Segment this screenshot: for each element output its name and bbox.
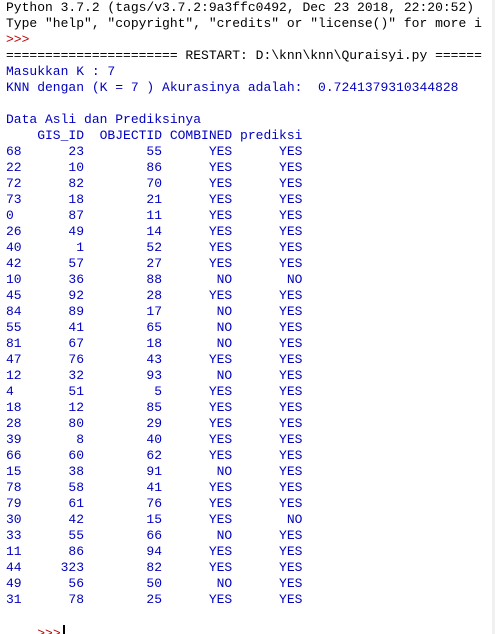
prompt-text: >>> (37, 626, 61, 634)
table-row: 79 61 76 YES YES (6, 496, 303, 511)
table-row: 28 80 29 YES YES (6, 416, 303, 431)
text-cursor (62, 625, 65, 634)
table-row: 40 1 52 YES YES (6, 240, 303, 255)
table-row: 42 57 27 YES YES (6, 256, 303, 271)
table-row: 18 12 85 YES YES (6, 400, 303, 415)
restart-banner: ====================== RESTART: D:\knn\k… (6, 48, 482, 63)
table-row: 68 23 55 YES YES (6, 144, 303, 159)
table-row: 44 323 82 YES YES (6, 560, 303, 575)
table-row: 49 56 50 NO YES (6, 576, 303, 591)
table-row: 31 78 25 YES YES (6, 592, 303, 607)
table-row: 84 89 17 NO YES (6, 304, 303, 319)
table-row: 22 10 86 YES YES (6, 160, 303, 175)
table-row: 81 67 18 NO YES (6, 336, 303, 351)
table-row: 4 51 5 YES YES (6, 384, 303, 399)
table-row: 11 86 94 YES YES (6, 544, 303, 559)
table-row: 73 18 21 YES YES (6, 192, 303, 207)
table-row: 15 38 91 NO YES (6, 464, 303, 479)
table-row: 66 60 62 YES YES (6, 448, 303, 463)
table-title: Data Asli dan Prediksinya (6, 112, 202, 127)
input-k-line: Masukkan K : 7 (6, 64, 116, 79)
table-row: 47 76 43 YES YES (6, 352, 303, 367)
python-version-banner: Python 3.7.2 (tags/v3.7.2:9a3ffc0492, De… (6, 0, 475, 15)
table-row: 10 36 88 NO NO (6, 272, 303, 287)
table-row: 12 32 93 NO YES (6, 368, 303, 383)
table-row: 26 49 14 YES YES (6, 224, 303, 239)
table-row: 0 87 11 YES YES (6, 208, 303, 223)
table-row: 30 42 15 YES NO (6, 512, 303, 527)
shell-prompt: >>> (6, 32, 30, 47)
table-row: 39 8 40 YES YES (6, 432, 303, 447)
table-row: 45 92 28 YES YES (6, 288, 303, 303)
shell-input-prompt[interactable]: >>> (6, 609, 65, 634)
accuracy-line: KNN dengan (K = 7 ) Akurasinya adalah: 0… (6, 80, 459, 95)
vertical-scrollbar[interactable] (492, 0, 495, 634)
help-banner: Type "help", "copyright", "credits" or "… (6, 16, 482, 31)
table-header: GIS_ID OBJECTID COMBINED prediksi (6, 128, 303, 143)
table-row: 72 82 70 YES YES (6, 176, 303, 191)
table-row: 33 55 66 NO YES (6, 528, 303, 543)
table-row: 78 58 41 YES YES (6, 480, 303, 495)
table-row: 55 41 65 NO YES (6, 320, 303, 335)
